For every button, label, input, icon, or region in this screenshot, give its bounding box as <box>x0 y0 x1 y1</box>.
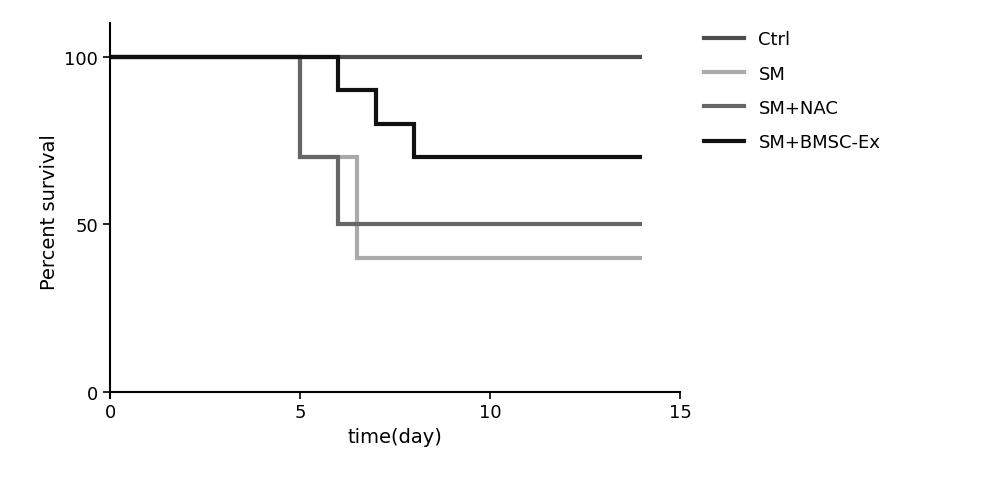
SM <box>294 55 306 60</box>
SM+BMSC-Ex <box>408 155 420 161</box>
SM+BMSC-Ex <box>370 88 382 94</box>
SM+NAC <box>294 55 306 60</box>
SM+BMSC-Ex <box>104 55 116 60</box>
SM+NAC <box>332 222 344 228</box>
Line: SM+NAC: SM+NAC <box>110 58 642 225</box>
SM+NAC <box>332 155 344 161</box>
SM+NAC <box>104 55 116 60</box>
SM+NAC <box>636 222 648 228</box>
SM+BMSC-Ex <box>370 121 382 127</box>
SM+BMSC-Ex <box>332 55 344 60</box>
SM <box>636 255 648 261</box>
SM+BMSC-Ex <box>408 121 420 127</box>
Line: SM: SM <box>110 58 642 258</box>
Y-axis label: Percent survival: Percent survival <box>40 133 59 289</box>
X-axis label: time(day): time(day) <box>348 427 442 446</box>
SM <box>104 55 116 60</box>
Line: SM+BMSC-Ex: SM+BMSC-Ex <box>110 58 642 158</box>
SM <box>351 255 363 261</box>
Legend: Ctrl, SM, SM+NAC, SM+BMSC-Ex: Ctrl, SM, SM+NAC, SM+BMSC-Ex <box>697 24 888 159</box>
SM+BMSC-Ex <box>332 88 344 94</box>
SM <box>351 155 363 161</box>
SM <box>294 155 306 161</box>
SM+NAC <box>294 155 306 161</box>
SM+BMSC-Ex <box>636 155 648 161</box>
